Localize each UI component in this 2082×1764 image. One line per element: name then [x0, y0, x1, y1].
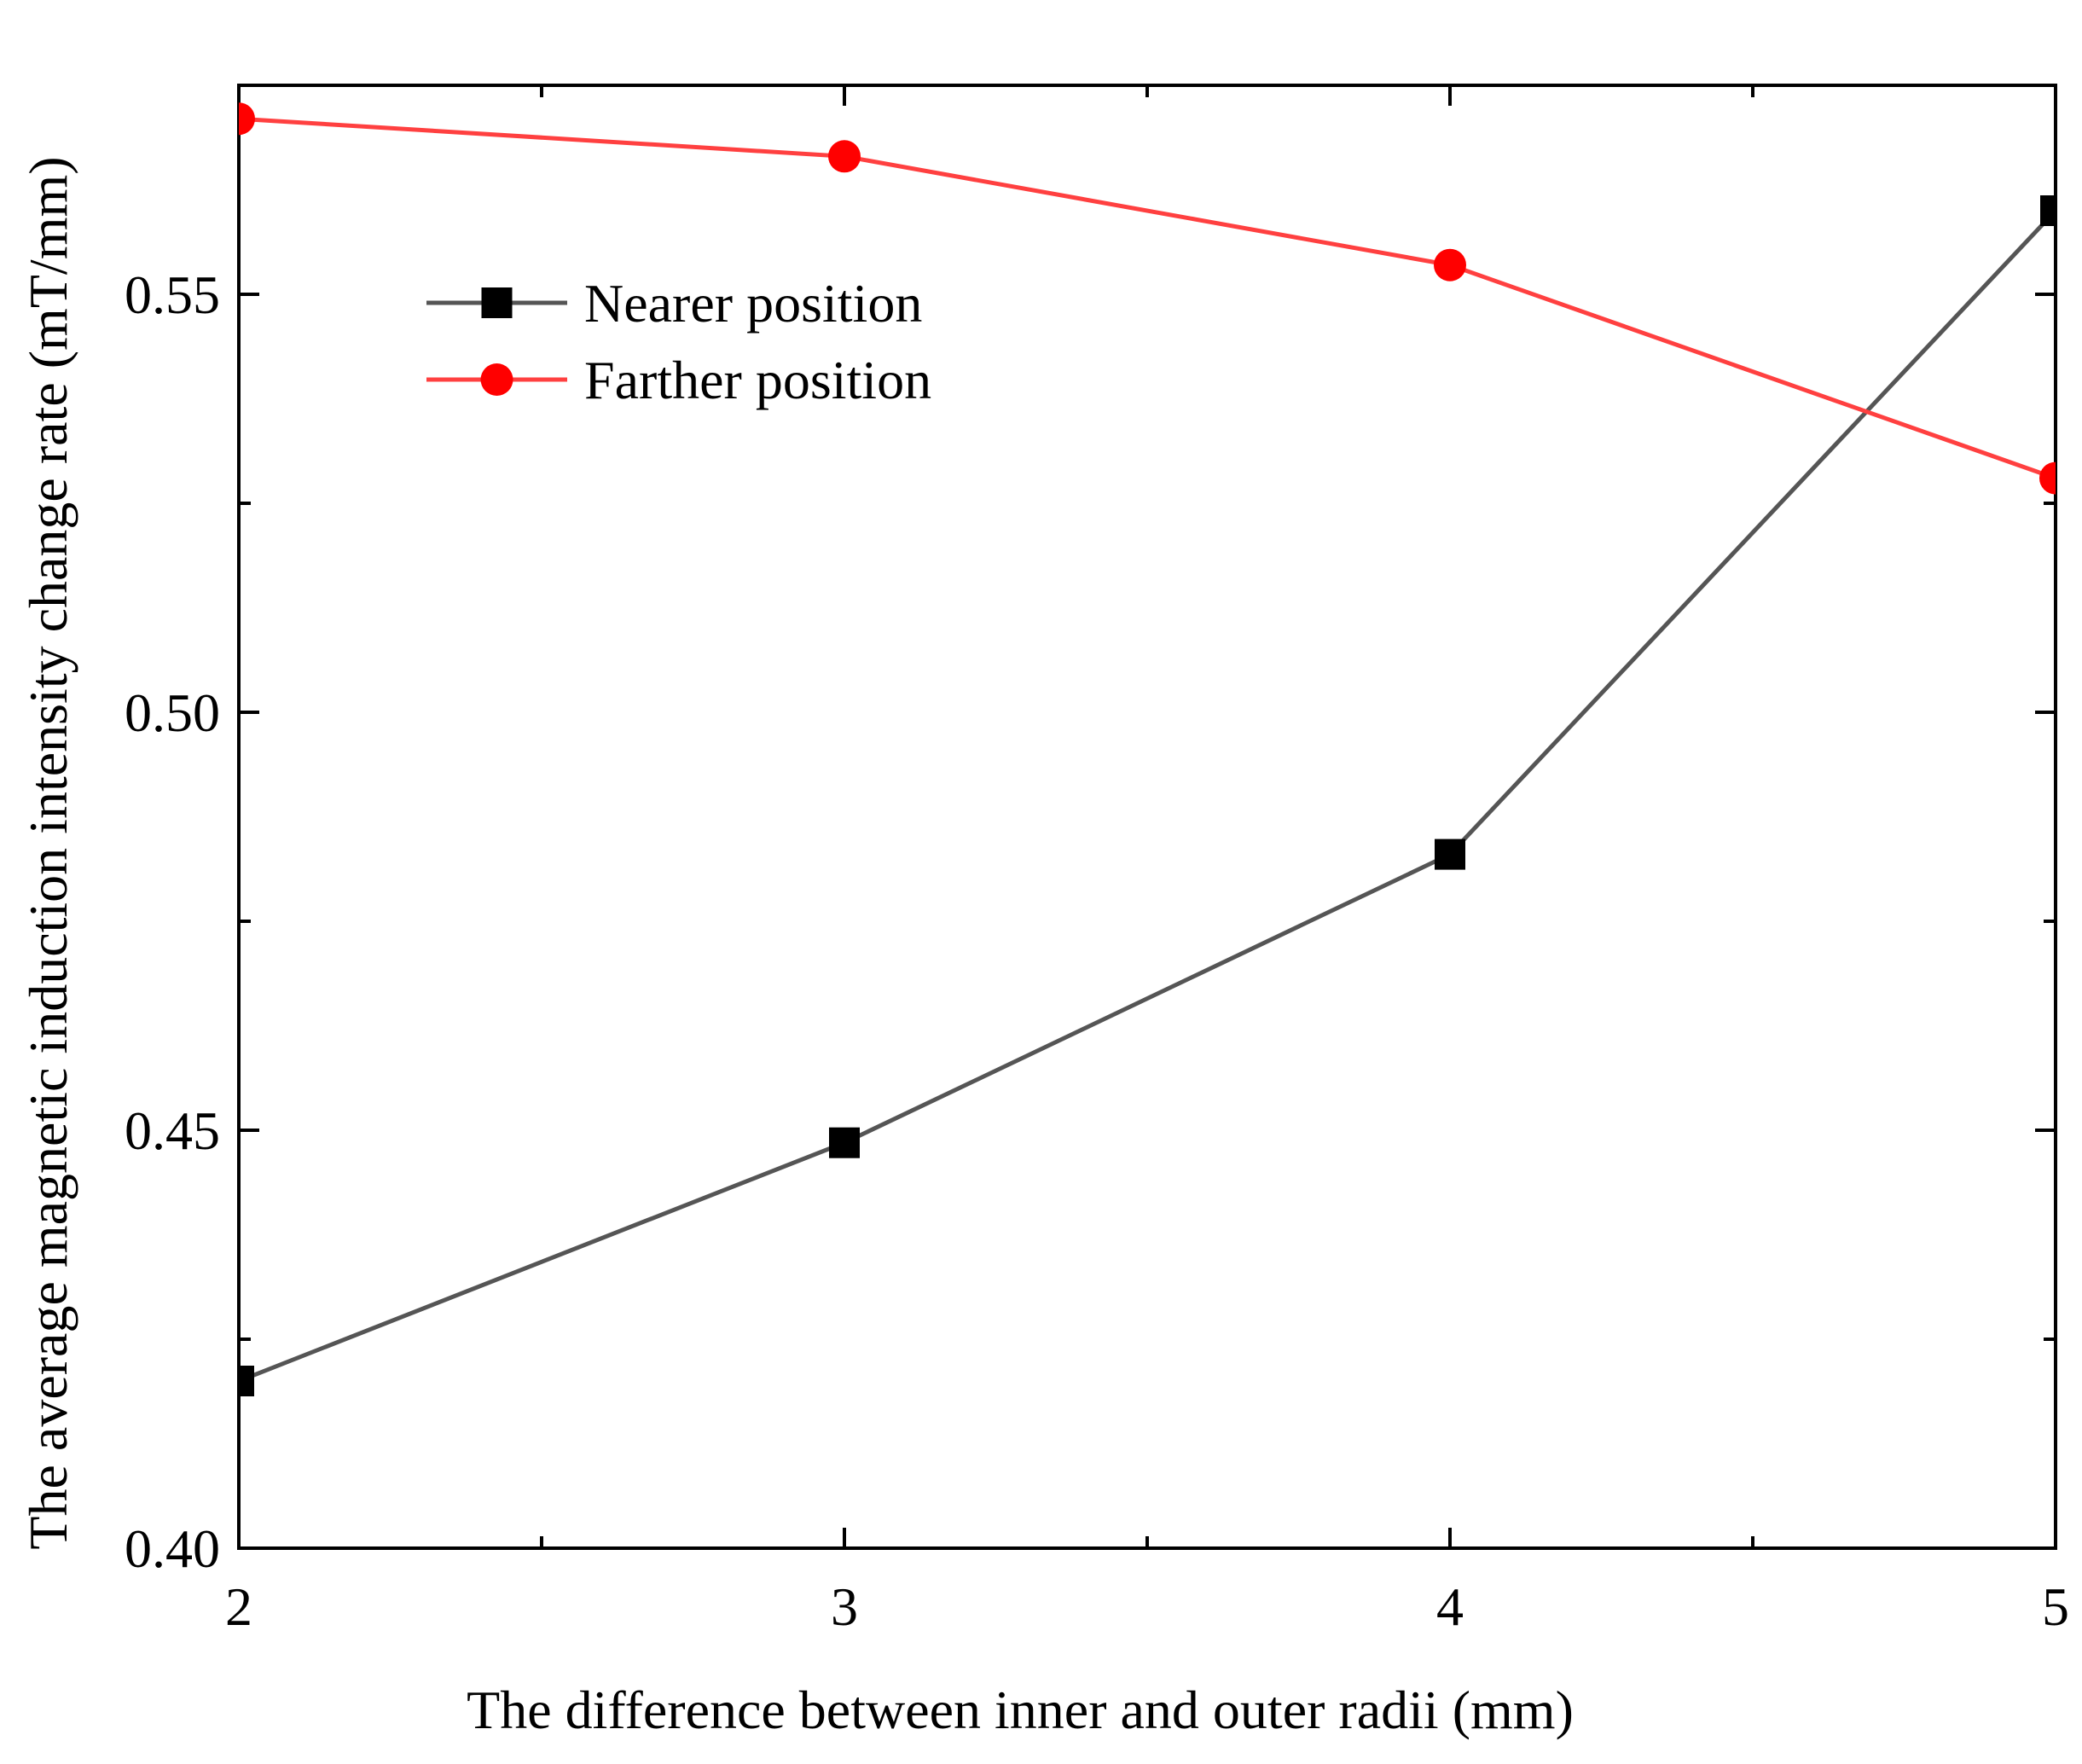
legend-marker: [481, 287, 513, 318]
y-tick-label: 0.55: [125, 264, 220, 325]
data-point: [1435, 838, 1465, 870]
y-tick-label: 0.40: [125, 1518, 220, 1579]
y-tick-label: 0.50: [125, 682, 220, 743]
series-line: [239, 209, 2056, 1384]
tick-labels: 2 3 4 5 0.40 0.45 0.50 0.55: [125, 264, 2069, 1637]
data-point: [239, 1366, 254, 1396]
legend-marker: [480, 363, 513, 396]
data-point: [2040, 195, 2056, 226]
data-point: [828, 140, 861, 173]
series-layer: [239, 102, 2056, 1396]
series-farther-position: [239, 102, 2056, 495]
x-tick-label: 2: [225, 1576, 252, 1637]
x-tick-label: 3: [831, 1576, 858, 1637]
x-tick-label: 5: [2042, 1576, 2069, 1637]
data-point: [829, 1127, 860, 1158]
data-point: [1434, 248, 1466, 281]
legend: Nearer position Farther position: [426, 273, 931, 410]
series-line: [239, 116, 2056, 480]
legend-label: Farther position: [584, 350, 931, 410]
series-nearer-position: [239, 195, 2056, 1396]
legend-label: Nearer position: [584, 273, 922, 334]
y-axis-label: The average magnetic induction intensity…: [18, 156, 78, 1549]
data-point: [2039, 461, 2056, 495]
x-axis-label: The difference between inner and outer r…: [467, 1680, 1574, 1740]
y-tick-label: 0.45: [125, 1100, 220, 1161]
ticks: [237, 85, 2057, 1550]
x-tick-label: 4: [1436, 1576, 1464, 1637]
data-point: [239, 102, 255, 136]
